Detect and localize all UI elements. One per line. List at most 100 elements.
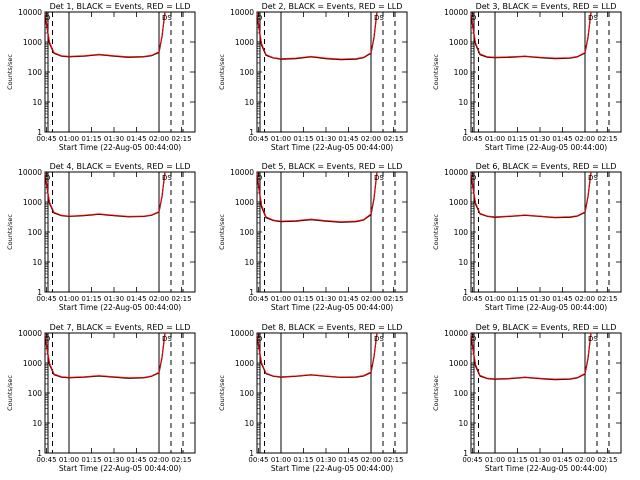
x-tick-label: 00:45 bbox=[36, 456, 56, 464]
marker-label-right: DS bbox=[588, 335, 598, 343]
y-axis-label: Counts/sec bbox=[6, 214, 14, 250]
x-tick-label: 01:45 bbox=[552, 456, 572, 464]
x-axis-label: Start Time (22-Aug-05 00:44:00) bbox=[59, 143, 181, 152]
x-tick-label: 02:00 bbox=[575, 135, 595, 143]
y-tick-label: 1000 bbox=[23, 198, 42, 207]
lld-series-line bbox=[470, 332, 592, 380]
marker-label-left: D bbox=[257, 335, 262, 343]
y-tick-label: 1000 bbox=[449, 359, 468, 368]
y-tick-label: 100 bbox=[240, 389, 255, 398]
x-tick-label: 02:00 bbox=[149, 135, 169, 143]
x-tick-label: 01:45 bbox=[126, 456, 146, 464]
y-tick-label: 10 bbox=[458, 419, 468, 428]
x-axis-label: Start Time (22-Aug-05 00:44:00) bbox=[485, 303, 607, 312]
y-axis-label: Counts/sec bbox=[432, 54, 440, 90]
y-tick-label: 10000 bbox=[18, 8, 42, 17]
marker-label-left: D bbox=[45, 335, 50, 343]
y-axis-label: Counts/sec bbox=[218, 375, 226, 411]
y-tick-label: 10 bbox=[32, 98, 42, 107]
y-tick-label: 1000 bbox=[449, 198, 468, 207]
y-tick-label: 100 bbox=[454, 389, 469, 398]
y-tick-label: 1000 bbox=[235, 359, 254, 368]
x-tick-label: 00:45 bbox=[462, 295, 482, 303]
y-tick-label: 10 bbox=[458, 258, 468, 267]
panel-title: Det 5, BLACK = Events, RED = LLD bbox=[262, 162, 403, 171]
panel-title: Det 4, BLACK = Events, RED = LLD bbox=[50, 162, 191, 171]
marker-label-right: DS bbox=[374, 14, 384, 22]
x-tick-label: 01:15 bbox=[507, 135, 527, 143]
x-tick-label: 01:15 bbox=[81, 456, 101, 464]
x-tick-label: 02:00 bbox=[149, 295, 169, 303]
y-tick-label: 100 bbox=[28, 228, 43, 237]
x-tick-label: 01:00 bbox=[271, 135, 291, 143]
x-tick-label: 02:15 bbox=[383, 135, 403, 143]
x-tick-label: 00:45 bbox=[462, 135, 482, 143]
x-tick-label: 00:45 bbox=[462, 456, 482, 464]
lld-series-line bbox=[256, 11, 378, 60]
y-tick-label: 1000 bbox=[235, 198, 254, 207]
panel-title: Det 7, BLACK = Events, RED = LLD bbox=[50, 323, 191, 332]
x-tick-label: 01:00 bbox=[485, 295, 505, 303]
y-tick-label: 10 bbox=[244, 98, 254, 107]
x-tick-label: 01:30 bbox=[530, 295, 550, 303]
marker-label-left: D bbox=[471, 335, 476, 343]
marker-label-left: D bbox=[257, 14, 262, 22]
y-tick-label: 10 bbox=[244, 419, 254, 428]
y-tick-label: 10000 bbox=[444, 168, 468, 177]
detector-panel: Det 8, BLACK = Events, RED = LLD 1 10 100 10… bbox=[218, 323, 408, 473]
lld-series-line bbox=[256, 332, 378, 378]
x-tick-label: 01:30 bbox=[104, 135, 124, 143]
panel-title: Det 9, BLACK = Events, RED = LLD bbox=[476, 323, 617, 332]
y-axis-label: Counts/sec bbox=[6, 54, 14, 90]
x-tick-label: 01:00 bbox=[485, 135, 505, 143]
marker-label-right: DS bbox=[588, 174, 598, 182]
y-axis-label: Counts/sec bbox=[432, 375, 440, 411]
x-tick-label: 01:45 bbox=[338, 456, 358, 464]
detector-panel: Det 5, BLACK = Events, RED = LLD 1 10 100 10… bbox=[218, 162, 408, 312]
y-tick-label: 10 bbox=[458, 98, 468, 107]
y-tick-label: 10000 bbox=[18, 329, 42, 338]
lld-series-line bbox=[256, 171, 378, 223]
y-tick-label: 100 bbox=[28, 389, 43, 398]
x-tick-label: 01:15 bbox=[81, 135, 101, 143]
lld-series-line bbox=[44, 171, 166, 217]
x-tick-label: 01:30 bbox=[316, 456, 336, 464]
y-tick-label: 1000 bbox=[449, 38, 468, 47]
x-tick-label: 01:00 bbox=[485, 456, 505, 464]
lld-series-line bbox=[470, 11, 592, 59]
x-tick-label: 02:15 bbox=[383, 456, 403, 464]
y-tick-label: 100 bbox=[454, 68, 469, 77]
x-tick-label: 00:45 bbox=[36, 295, 56, 303]
x-axis-label: Start Time (22-Aug-05 00:44:00) bbox=[271, 464, 393, 473]
x-tick-label: 01:45 bbox=[552, 135, 572, 143]
marker-label-left: D bbox=[45, 14, 50, 22]
x-tick-label: 02:15 bbox=[171, 295, 191, 303]
y-tick-label: 10000 bbox=[444, 329, 468, 338]
detector-panel: Det 2, BLACK = Events, RED = LLD 1 10 100 10… bbox=[218, 2, 408, 152]
x-tick-label: 00:45 bbox=[248, 135, 268, 143]
lld-series-line bbox=[44, 11, 166, 58]
x-axis-label: Start Time (22-Aug-05 00:44:00) bbox=[485, 464, 607, 473]
x-tick-label: 01:45 bbox=[126, 135, 146, 143]
x-tick-label: 00:45 bbox=[248, 295, 268, 303]
marker-label-right: DS bbox=[588, 14, 598, 22]
y-tick-label: 100 bbox=[240, 68, 255, 77]
x-tick-label: 02:15 bbox=[383, 295, 403, 303]
x-tick-label: 01:30 bbox=[104, 456, 124, 464]
y-tick-label: 1 bbox=[37, 449, 42, 458]
panel-title: Det 8, BLACK = Events, RED = LLD bbox=[262, 323, 403, 332]
marker-label-left: D bbox=[471, 14, 476, 22]
x-tick-label: 02:00 bbox=[149, 456, 169, 464]
y-tick-label: 10 bbox=[32, 419, 42, 428]
x-tick-label: 01:00 bbox=[59, 135, 79, 143]
y-tick-label: 10000 bbox=[230, 329, 254, 338]
y-tick-label: 10000 bbox=[18, 168, 42, 177]
x-tick-label: 01:45 bbox=[552, 295, 572, 303]
y-axis-label: Counts/sec bbox=[6, 375, 14, 411]
x-tick-label: 02:00 bbox=[575, 295, 595, 303]
y-tick-label: 1000 bbox=[23, 359, 42, 368]
x-axis-label: Start Time (22-Aug-05 00:44:00) bbox=[271, 303, 393, 312]
x-tick-label: 02:00 bbox=[361, 456, 381, 464]
x-tick-label: 02:15 bbox=[597, 135, 617, 143]
